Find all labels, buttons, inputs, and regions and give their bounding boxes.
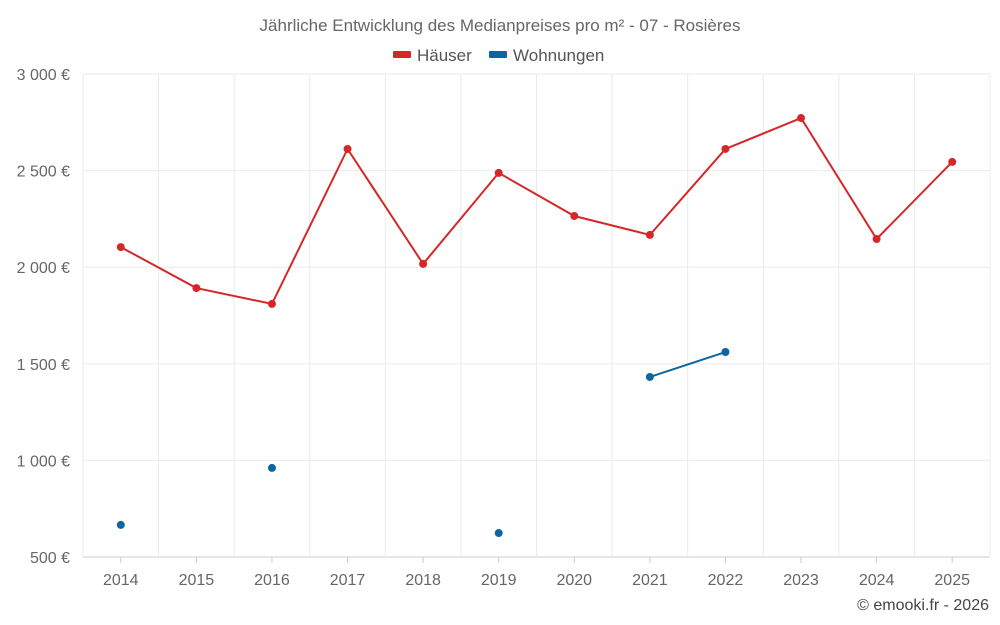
x-tick-label: 2019 bbox=[481, 572, 517, 589]
axes: 500 € 1 000 € 1 500 € 2 000 € 2 500 € 3 000 €… bbox=[17, 67, 970, 589]
y-tick-label: 1 500 € bbox=[17, 357, 70, 374]
series-häuser bbox=[116, 114, 957, 308]
data-point bbox=[116, 520, 125, 529]
x-tick-label: 2021 bbox=[632, 572, 668, 589]
grid bbox=[82, 73, 991, 558]
data-point bbox=[192, 284, 201, 293]
x-tick-label: 2018 bbox=[405, 572, 441, 589]
x-tick-label: 2023 bbox=[783, 572, 819, 589]
x-tick-label: 2025 bbox=[934, 572, 970, 589]
x-tick-label: 2024 bbox=[859, 572, 895, 589]
legend-label: Wohnungen bbox=[513, 46, 604, 65]
data-point bbox=[267, 463, 276, 472]
x-tick-label: 2022 bbox=[708, 572, 744, 589]
data-point bbox=[872, 234, 881, 243]
data-point bbox=[267, 299, 276, 308]
data-point bbox=[419, 259, 428, 268]
data-point bbox=[343, 144, 352, 153]
data-point bbox=[494, 529, 503, 538]
x-tick-label: 2016 bbox=[254, 572, 290, 589]
x-tick-label: 2020 bbox=[556, 572, 592, 589]
legend-swatch bbox=[489, 51, 507, 58]
chart-title: Jährliche Entwicklung des Medianpreises … bbox=[260, 16, 741, 35]
credit: © emooki.fr - 2026 bbox=[857, 597, 989, 614]
data-point bbox=[116, 243, 125, 252]
x-tick-label: 2014 bbox=[103, 572, 139, 589]
y-tick-label: 2 000 € bbox=[17, 260, 70, 277]
y-tick-label: 500 € bbox=[30, 550, 70, 567]
data-point bbox=[494, 168, 503, 177]
data-point bbox=[645, 372, 654, 381]
legend-swatch bbox=[393, 51, 411, 58]
legend-label: Häuser bbox=[417, 46, 472, 65]
data-point bbox=[948, 157, 957, 166]
legend-item-häuser: Häuser bbox=[393, 46, 472, 65]
data-point bbox=[721, 348, 730, 357]
series-line bbox=[649, 351, 726, 378]
legend: Häuser Wohnungen bbox=[393, 46, 604, 65]
data-point bbox=[645, 230, 654, 239]
y-tick-label: 3 000 € bbox=[17, 67, 70, 84]
y-tick-label: 2 500 € bbox=[17, 164, 70, 181]
data-point bbox=[570, 212, 579, 221]
data-point bbox=[797, 114, 806, 123]
legend-item-wohnungen: Wohnungen bbox=[489, 46, 604, 65]
series bbox=[116, 114, 957, 538]
x-tick-label: 2017 bbox=[330, 572, 366, 589]
x-tick-label: 2015 bbox=[179, 572, 215, 589]
y-tick-label: 1 000 € bbox=[17, 453, 70, 470]
data-point bbox=[721, 144, 730, 153]
series-line bbox=[120, 116, 953, 306]
series-wohnungen bbox=[116, 348, 730, 538]
